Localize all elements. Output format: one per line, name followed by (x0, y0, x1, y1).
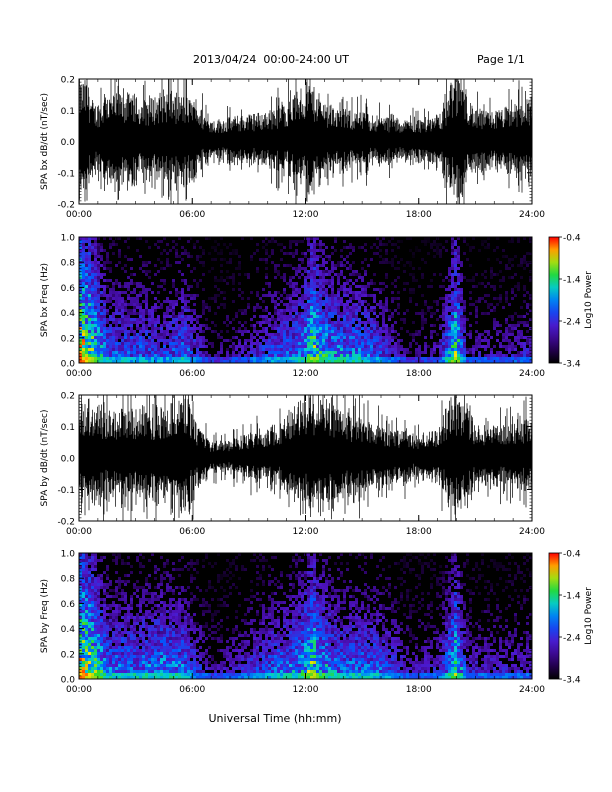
by-spectrogram-panel: -0.4 -1.4 -2.4 -3.4 Log10 Power 0.0 0.2 0.4 0.6 0… (40, 550, 594, 696)
by-dbdt-x-tick-label: 24:00 (519, 527, 545, 537)
bx-spectrogram-panel: -0.4 -1.4 -2.4 -3.4 Log10 Power 0.0 0.2 0.4 0.6 0… (40, 234, 594, 380)
bx-spectrogram-x-tick-label: 12:00 (293, 369, 319, 379)
bx-spectrogram-x-tick-label: 06:00 (179, 369, 205, 379)
bx-spectrogram-x-tick-label: 18:00 (406, 369, 432, 379)
page-indicator: Page 1/1 (477, 53, 525, 66)
bx-spectrogram-y-tick-label: 0.6 (61, 284, 76, 294)
by-dbdt-x-tick-label: 18:00 (406, 527, 432, 537)
by-spectrogram-x-tick-label: 24:00 (519, 685, 545, 695)
bx-dbdt-x-tick-label: 18:00 (406, 210, 432, 220)
by-spectrogram-y-tick-label: 0.4 (61, 625, 76, 635)
bx-dbdt-y-tick-label: 0.2 (61, 76, 75, 86)
by-spectrogram-x-tick-label: 18:00 (406, 685, 432, 695)
bx-spectrogram-colorbar-tick-label: -2.4 (563, 318, 581, 328)
bx-spectrogram-cells (79, 237, 532, 363)
bx-dbdt-y-axis-label: SPA bx dB/dt (nT/sec) (40, 93, 50, 190)
bx-dbdt-x-tick-label: 12:00 (293, 210, 319, 220)
by-spectrogram-colorbar (548, 552, 560, 680)
by-dbdt-panel: -0.2 -0.1 0.0 0.1 0.2 00:00 06:00 12:00 18:00 24:… (40, 392, 545, 538)
bx-dbdt-y-tick-label: 0.0 (61, 138, 76, 148)
bx-spectrogram-colorbar-tick-label: -3.4 (563, 360, 581, 370)
x-axis-label: Universal Time (hh:mm) (209, 712, 342, 725)
bx-spectrogram-y-tick-label: 0.4 (61, 309, 76, 319)
bx-spectrogram-y-tick-label: 0.0 (61, 360, 76, 370)
bx-spectrogram-y-tick-label: 0.8 (61, 259, 76, 269)
by-dbdt-y-axis-label: SPA by dB/dt (nT/sec) (40, 410, 50, 507)
bx-spectrogram-colorbar-tick-label: -1.4 (563, 276, 581, 286)
by-spectrogram-x-tick-label: 12:00 (293, 685, 319, 695)
figure-title: 2013/04/24 00:00-24:00 UT (193, 53, 350, 66)
bx-spectrogram-y-tick-label: 1.0 (61, 234, 76, 244)
by-spectrogram-y-tick-label: 0.2 (61, 650, 75, 660)
bx-dbdt-panel: -0.2 -0.1 0.0 0.1 0.2 00:00 06:00 12:00 18:00 24:… (40, 76, 545, 221)
bx-dbdt-y-tick-label: -0.1 (57, 169, 75, 179)
by-dbdt-y-tick-label: 0.2 (61, 392, 75, 402)
bx-spectrogram-colorbar (548, 236, 560, 364)
by-spectrogram-colorbar-tick-label: -0.4 (563, 550, 581, 560)
by-dbdt-y-tick-label: -0.1 (57, 486, 75, 496)
bx-spectrogram-colorbar-tick-label: -0.4 (563, 234, 581, 244)
bx-dbdt-x-tick-label: 24:00 (519, 210, 545, 220)
by-dbdt-series-line (79, 395, 532, 521)
by-spectrogram-x-tick-label: 00:00 (66, 685, 92, 695)
bx-spectrogram-y-tick-label: 0.2 (61, 334, 75, 344)
bx-spectrogram-colorbar-label: Log10 Power (584, 271, 594, 329)
bx-spectrogram-x-tick-label: 00:00 (66, 369, 92, 379)
by-spectrogram-colorbar-tick-label: -1.4 (563, 592, 581, 602)
by-dbdt-y-tick-label: 0.0 (61, 455, 76, 465)
bx-dbdt-x-tick-label: 06:00 (179, 210, 205, 220)
by-spectrogram-cells (79, 553, 532, 679)
bx-dbdt-x-tick-label: 00:00 (66, 210, 92, 220)
bx-dbdt-y-tick-label: -0.2 (57, 201, 75, 211)
by-spectrogram-colorbar-label: Log10 Power (584, 587, 594, 645)
by-spectrogram-y-tick-label: 1.0 (61, 550, 76, 560)
by-dbdt-x-tick-label: 06:00 (179, 527, 205, 537)
by-spectrogram-y-tick-label: 0.6 (61, 600, 76, 610)
by-spectrogram-y-tick-label: 0.8 (61, 575, 76, 585)
by-dbdt-x-tick-label: 12:00 (293, 527, 319, 537)
bx-dbdt-series-line (79, 79, 532, 204)
by-spectrogram-x-tick-label: 06:00 (179, 685, 205, 695)
by-spectrogram-colorbar-tick-label: -2.4 (563, 634, 581, 644)
by-dbdt-y-tick-label: 0.1 (61, 423, 75, 433)
bx-spectrogram-y-axis-label: SPA bx Freq (Hz) (40, 263, 50, 337)
by-spectrogram-colorbar-tick-label: -3.4 (563, 676, 581, 686)
by-dbdt-y-tick-label: -0.2 (57, 518, 75, 528)
by-spectrogram-y-tick-label: 0.0 (61, 676, 76, 686)
bx-spectrogram-x-tick-label: 24:00 (519, 369, 545, 379)
by-spectrogram-y-axis-label: SPA by Freq (Hz) (40, 579, 50, 653)
by-dbdt-x-tick-label: 00:00 (66, 527, 92, 537)
bx-dbdt-y-tick-label: 0.1 (61, 107, 75, 117)
